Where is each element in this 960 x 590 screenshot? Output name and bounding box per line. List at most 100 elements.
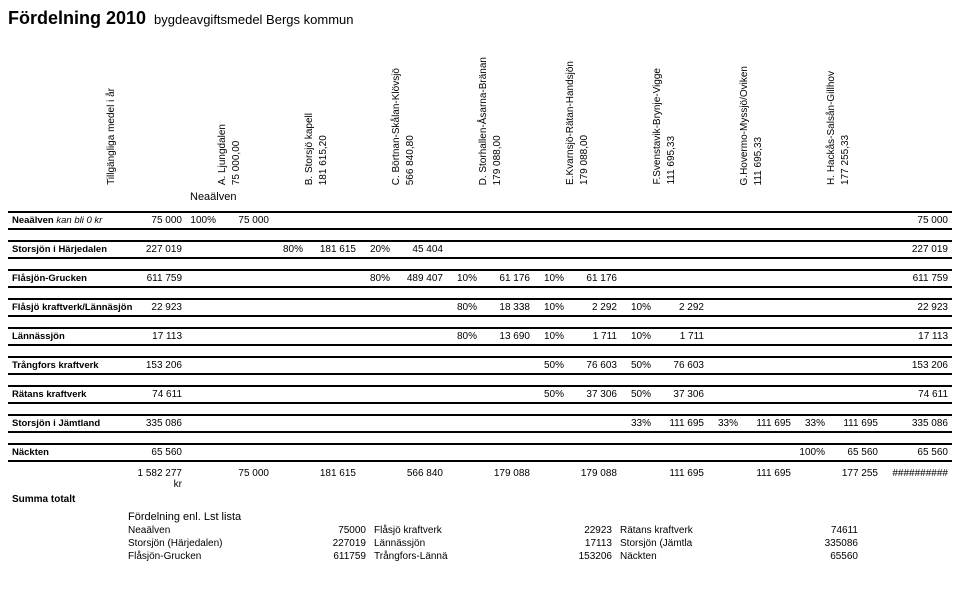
cell <box>708 211 795 230</box>
footer-name: Flåsjön-Grucken <box>128 551 278 562</box>
table-row: Lännässjön17 11380%13 69010%1 71110%1 71… <box>8 327 952 346</box>
cell <box>534 240 621 259</box>
cell <box>186 356 273 375</box>
footer-name: Lännässjön <box>374 538 524 549</box>
col-value: 179 088,00 <box>492 57 504 185</box>
cell <box>795 298 882 317</box>
cell-val: 111 695 <box>827 416 882 431</box>
cell <box>273 327 360 346</box>
column-header-block: Tillgängliga medel i år A. Ljungdalen75 … <box>8 35 952 185</box>
cell-val: 1 711 <box>653 329 708 344</box>
row-label: Trångfors kraftverk <box>8 356 128 375</box>
cell-pct: 33% <box>621 416 653 431</box>
cell-pct: 100% <box>186 213 218 228</box>
cell <box>447 385 534 404</box>
row-end-total: 74 611 <box>882 385 952 404</box>
cell-pct: 50% <box>534 358 566 373</box>
page-title-row: Fördelning 2010 bygdeavgiftsmedel Bergs … <box>8 8 952 29</box>
row-end-total: 75 000 <box>882 211 952 230</box>
table-row: Näckten65 560100%65 56065 560 <box>8 443 952 462</box>
cell: 10%2 292 <box>621 298 708 317</box>
header-col-0: A. Ljungdalen75 000,00 <box>186 35 273 185</box>
cell <box>795 240 882 259</box>
row-total: 65 560 <box>128 443 186 462</box>
cell <box>621 211 708 230</box>
sum-cell: 566 840 <box>360 466 447 492</box>
cell-val: 489 407 <box>392 271 447 286</box>
cell-val: 75 000 <box>218 213 273 228</box>
cell-val: 76 603 <box>566 358 621 373</box>
col-value: 177 255,33 <box>840 71 852 185</box>
title-main: Fördelning 2010 <box>8 8 146 29</box>
cell <box>708 240 795 259</box>
cell <box>447 211 534 230</box>
cell: 100%75 000 <box>186 211 273 230</box>
cell-pct: 10% <box>534 300 566 315</box>
cell <box>273 211 360 230</box>
row-end-total: 611 759 <box>882 269 952 288</box>
footer-name: Neaälven <box>128 525 278 536</box>
header-col-4: E.Kvarnsjö-Rätan-Handsjön179 088,00 <box>534 35 621 185</box>
cell-val: 45 404 <box>392 242 447 257</box>
cell-pct: 80% <box>273 242 305 257</box>
cell-pct: 80% <box>360 271 392 286</box>
col-label: E.Kvarnsjö-Rätan-Handsjön <box>565 61 577 185</box>
cell <box>186 298 273 317</box>
row-end-total: 17 113 <box>882 327 952 346</box>
cell-pct: 50% <box>534 387 566 402</box>
cell <box>621 269 708 288</box>
cell <box>360 356 447 375</box>
cell <box>447 356 534 375</box>
cell: 33%111 695 <box>621 414 708 433</box>
cell-val: 111 695 <box>653 416 708 431</box>
row-total: 17 113 <box>128 327 186 346</box>
cell-pct: 33% <box>795 416 827 431</box>
sum-cell: 181 615 <box>273 466 360 492</box>
cell: 80%181 615 <box>273 240 360 259</box>
row-total: 611 759 <box>128 269 186 288</box>
row-label: Rätans kraftverk <box>8 385 128 404</box>
cell <box>708 385 795 404</box>
table-row: Flåsjön-Grucken611 75980%489 40710%61 17… <box>8 269 952 288</box>
cell <box>360 327 447 346</box>
col-label: D. Storhallen-Åsarna-Bränan <box>478 57 490 185</box>
col-value: 566 840,80 <box>405 68 417 185</box>
cell <box>447 240 534 259</box>
cell-pct: 10% <box>534 271 566 286</box>
col-value: 179 088,00 <box>579 61 591 185</box>
cell: 50%76 603 <box>534 356 621 375</box>
sum-cell: 179 088 <box>534 466 621 492</box>
cell <box>708 269 795 288</box>
cell <box>186 414 273 433</box>
row-total: 153 206 <box>128 356 186 375</box>
table-row: Flåsjö kraftverk/Lännäsjön22 92380%18 33… <box>8 298 952 317</box>
table-row: Trångfors kraftverk153 206 50%76 60350%76… <box>8 356 952 375</box>
footer-value: 75000 <box>286 525 366 536</box>
cell <box>360 385 447 404</box>
footer-value: 335086 <box>778 538 858 549</box>
cell <box>273 385 360 404</box>
table-row: Neaälven kan bli 0 kr75 000100%75 00075 … <box>8 211 952 230</box>
row-label: Lännässjön <box>8 327 128 346</box>
cell: 80%18 338 <box>447 298 534 317</box>
col-value: 75 000,00 <box>231 124 243 185</box>
row-label: Näckten <box>8 443 128 462</box>
cell <box>447 414 534 433</box>
cell <box>795 269 882 288</box>
cell-pct: 10% <box>447 271 479 286</box>
title-sub: bygdeavgiftsmedel Bergs kommun <box>154 12 353 27</box>
cell <box>708 327 795 346</box>
cell-val: 111 695 <box>740 416 795 431</box>
footer-value: 74611 <box>778 525 858 536</box>
row-label-ital: kan bli 0 kr <box>54 215 103 226</box>
summary-block: 1 582 277 kr 75 000181 615566 840179 088… <box>8 466 952 507</box>
cell <box>273 356 360 375</box>
cell <box>186 240 273 259</box>
grand-total: 1 582 277 kr <box>128 466 186 492</box>
cell: 100%65 560 <box>795 443 882 462</box>
footer-name: Trångfors-Lännä <box>374 551 524 562</box>
footer-value: 65560 <box>778 551 858 562</box>
table-row: Storsjön i Härjedalen227 01980%181 61520… <box>8 240 952 259</box>
row-label: Flåsjö kraftverk/Lännäsjön <box>8 298 128 317</box>
cell-pct: 50% <box>621 358 653 373</box>
